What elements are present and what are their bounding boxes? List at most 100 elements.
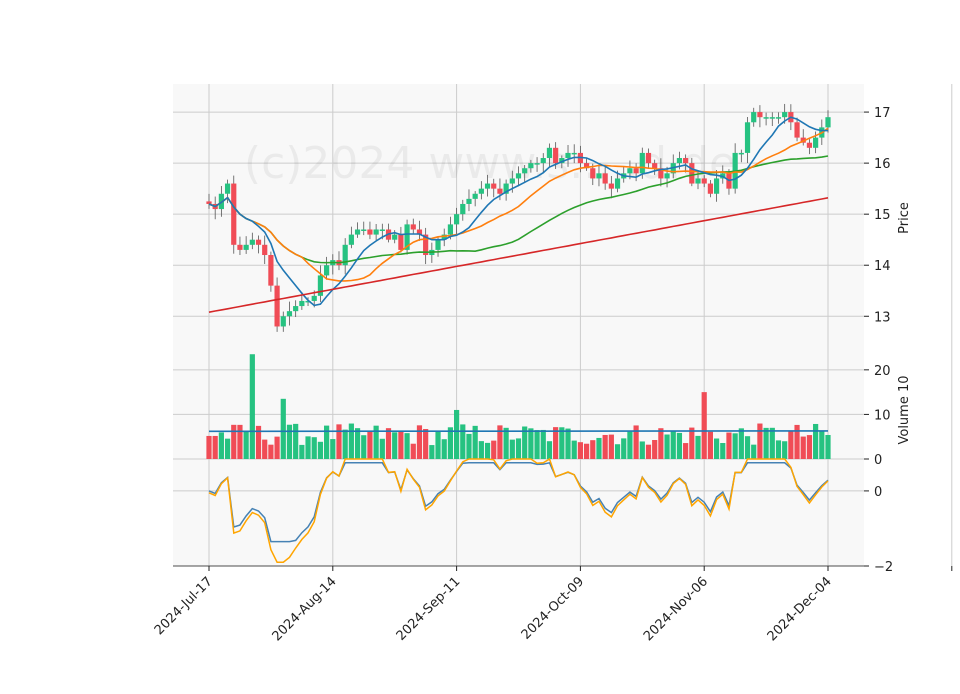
volume-bar (733, 433, 738, 459)
volume-bar (646, 445, 651, 459)
volume-bar (343, 430, 348, 459)
candle-body (757, 112, 762, 117)
volume-bar (336, 424, 341, 459)
volume-bar (466, 434, 471, 459)
volume-bar (460, 424, 465, 459)
volume-bar (206, 436, 211, 459)
candle-body (293, 306, 298, 311)
volume-bar (349, 424, 354, 459)
candle-body (435, 240, 440, 250)
price-tick-label: 17 (874, 106, 891, 121)
candle-body (652, 163, 657, 168)
volume-bar (794, 425, 799, 459)
candle-body (380, 229, 385, 231)
price-tick-label: 14 (874, 259, 891, 274)
candle-body (374, 229, 379, 234)
volume-bar (448, 427, 453, 459)
candle-body (466, 199, 471, 204)
volume-bar (776, 440, 781, 459)
candle-body (522, 168, 527, 173)
candle-body (479, 189, 484, 194)
x-tick-label: 2024-Sep-11 (394, 574, 464, 644)
price-tick-label: 13 (874, 310, 891, 325)
candle-body (677, 158, 682, 163)
candle-body (572, 153, 577, 155)
volume-bar (757, 424, 762, 459)
candle-body (609, 184, 614, 189)
candle-body (708, 184, 713, 194)
volume-bar (504, 428, 509, 459)
volume-bar (293, 424, 298, 459)
volume-bar (454, 410, 459, 459)
candle-body (782, 112, 787, 117)
volume-bar (708, 432, 713, 459)
volume-bar (578, 442, 583, 459)
candle-body (312, 296, 317, 301)
volume-bar (683, 443, 688, 459)
volume-bar (640, 441, 645, 459)
volume-bar (491, 441, 496, 459)
volume-bar (312, 437, 317, 459)
volume-bar (627, 432, 632, 459)
candle-body (510, 178, 515, 183)
candle-body (262, 245, 267, 255)
volume-tick-label: 10 (874, 408, 891, 423)
volume-tick-label: 20 (874, 364, 891, 379)
candle-body (324, 265, 329, 275)
volume-bar (330, 439, 335, 459)
volume-bar (764, 428, 769, 459)
candle-body (355, 229, 360, 234)
candle-body (516, 173, 521, 178)
candle-body (825, 117, 830, 127)
candle-body (528, 163, 533, 168)
volume-bar (788, 431, 793, 459)
volume-bar (305, 436, 310, 459)
candle-body (547, 148, 552, 158)
oscillator-tick-label: −2 (874, 560, 893, 575)
volume-bar (751, 445, 756, 459)
candle-body (287, 311, 292, 316)
volume-bar (225, 439, 230, 459)
volume-bar (318, 442, 323, 459)
volume-bar (244, 432, 249, 459)
candle-body (349, 235, 354, 245)
candle-body (565, 153, 570, 158)
volume-bar (807, 435, 812, 459)
candle-body (231, 184, 236, 245)
volume-tick-label: 0 (874, 453, 882, 468)
volume-bar (435, 431, 440, 459)
candle-body (534, 163, 539, 165)
volume-bar (392, 432, 397, 459)
volume-bar (361, 435, 366, 459)
candle-body (448, 224, 453, 234)
candle-body (634, 168, 639, 173)
volume-bar (398, 432, 403, 459)
candle-body (794, 122, 799, 137)
candle-body (473, 194, 478, 199)
volume-bar (262, 440, 267, 459)
candle-body (764, 117, 769, 119)
volume-bar (782, 441, 787, 459)
volume-bar (621, 438, 626, 459)
volume-bar (287, 425, 292, 459)
candle-body (813, 138, 818, 148)
volume-bar (485, 443, 490, 459)
candle-body (268, 255, 273, 286)
volume-bar (658, 428, 663, 459)
volume-bar (237, 425, 242, 459)
volume-bar (219, 432, 224, 459)
volume-bar (695, 436, 700, 459)
volume-bar (528, 428, 533, 459)
volume-bar (596, 438, 601, 459)
volume-bar (417, 425, 422, 459)
x-tick-label: 2024-Nov-06 (641, 574, 711, 644)
candle-body (398, 235, 403, 250)
volume-bar (689, 428, 694, 459)
volume-bar (268, 445, 273, 459)
x-tick-label: 2024-Aug-14 (270, 574, 340, 644)
volume-bar (770, 428, 775, 459)
candle-body (683, 158, 688, 163)
volume-bar (559, 427, 564, 459)
